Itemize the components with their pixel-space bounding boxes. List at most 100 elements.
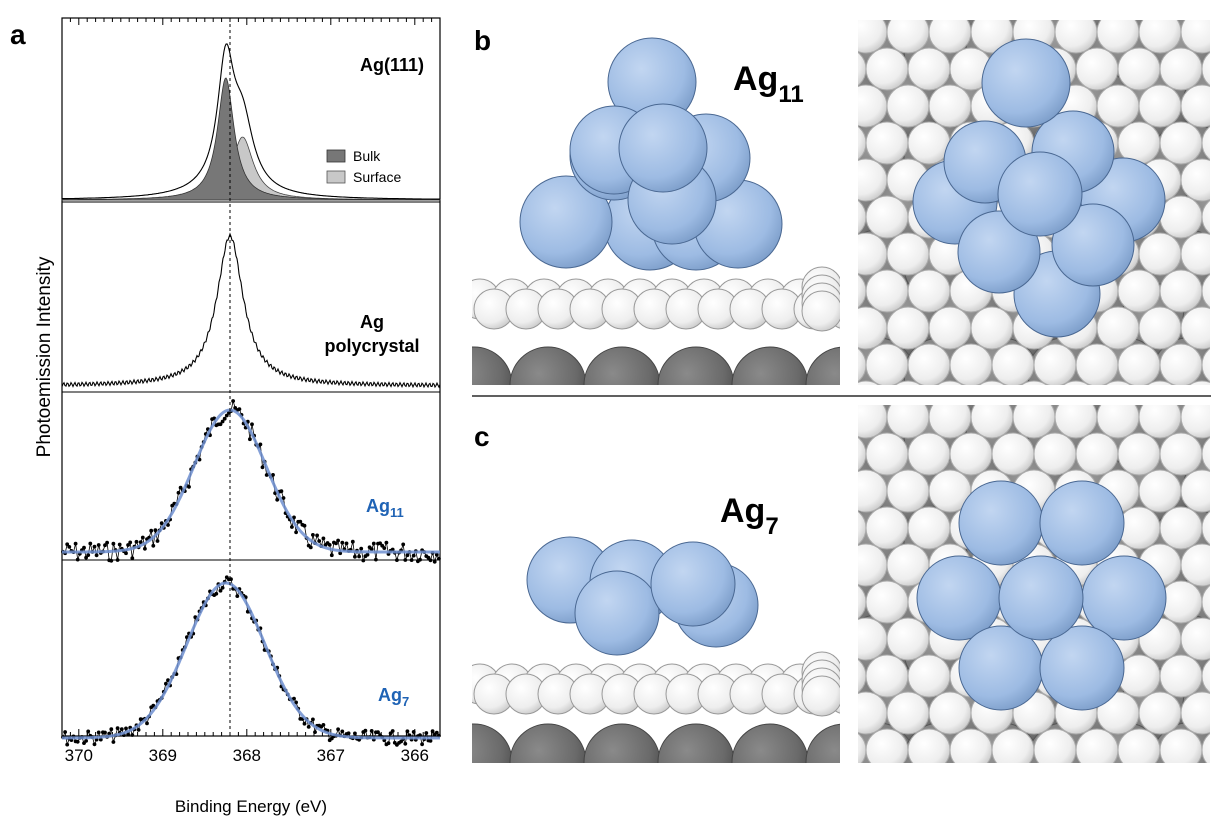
- data-point: [98, 737, 103, 742]
- data-point: [434, 552, 439, 557]
- surface-atom: [991, 343, 1035, 385]
- data-point: [409, 558, 414, 562]
- panel-letter-c: c: [474, 421, 490, 452]
- data-point: [317, 539, 322, 543]
- cluster-atom: [958, 480, 1044, 566]
- surface-atom: [865, 343, 909, 385]
- data-point: [386, 741, 391, 746]
- data-point: [107, 731, 112, 736]
- surface-atom: [1117, 343, 1161, 385]
- surface-atom: [1180, 691, 1210, 735]
- data-point: [166, 523, 170, 527]
- data-point: [340, 729, 345, 734]
- data-point: [94, 553, 99, 558]
- surface-atom: [894, 380, 922, 385]
- surface-atom: [858, 691, 888, 735]
- surface-atom: [858, 543, 888, 587]
- surface-atom: [858, 158, 888, 202]
- surface-atom: [803, 85, 845, 127]
- data-point: [359, 546, 364, 551]
- surface-atom: [858, 232, 888, 276]
- surface-atom: [1159, 728, 1203, 763]
- legend-bulk-label: Bulk: [353, 148, 381, 164]
- surface-atom: [1138, 232, 1182, 276]
- data-point: [222, 416, 227, 421]
- surface-atom: [803, 381, 845, 423]
- substrate-atom: [583, 723, 661, 763]
- surface-atom: [1180, 543, 1210, 587]
- surface-atom: [1159, 654, 1203, 698]
- data-point: [124, 551, 128, 556]
- cluster-atom: [1039, 480, 1125, 566]
- surface-atom: [1076, 0, 1118, 16]
- data-point: [126, 543, 130, 547]
- surface-atom: [1054, 405, 1098, 439]
- surface-atom: [1097, 766, 1139, 808]
- data-point: [220, 585, 225, 590]
- data-point: [403, 558, 408, 562]
- label-ag111: Ag(111): [360, 55, 424, 75]
- panel-letter-b: b: [474, 25, 491, 56]
- surface-atom: [858, 380, 880, 385]
- surface-atom: [1201, 510, 1210, 546]
- label-ag7-base: Ag: [378, 685, 402, 705]
- surface-atom: [1075, 432, 1119, 476]
- surface-atom: [907, 432, 951, 476]
- data-point: [346, 731, 351, 736]
- data-point: [143, 546, 147, 551]
- substrate-atom: [780, 14, 852, 86]
- data-point: [159, 521, 164, 526]
- substrate-atom: [873, 777, 945, 818]
- surface-atom: [1201, 273, 1210, 309]
- surface-atom: [1159, 432, 1203, 476]
- x-tick-labels: 370 369 368 367 366: [65, 746, 429, 765]
- substrate-atom: [731, 723, 809, 763]
- data-point: [130, 556, 135, 560]
- data-point: [82, 545, 86, 550]
- data-point: [432, 559, 437, 564]
- surface-atom: [907, 506, 951, 550]
- surface-atom: [858, 617, 888, 661]
- panel-letter-a: a: [10, 19, 26, 50]
- substrate-atom: [472, 346, 513, 385]
- polycrystal-spectrum: [61, 232, 441, 389]
- cluster-atom: [1051, 203, 1135, 287]
- surface-atom: [1201, 732, 1210, 763]
- surface-atom: [1201, 199, 1210, 235]
- data-point: [390, 729, 395, 733]
- surface-atom: [1012, 405, 1056, 439]
- data-point: [109, 727, 114, 732]
- label-ag11-base: Ag: [366, 496, 390, 516]
- data-point: [86, 553, 91, 557]
- surface-atom: [803, 11, 845, 53]
- data-point: [428, 739, 433, 743]
- surface-atom: [865, 432, 909, 476]
- surface-atom: [858, 84, 888, 128]
- data-point: [67, 545, 72, 549]
- surface-atom: [1138, 20, 1182, 54]
- surface-atom: [1201, 658, 1210, 694]
- surface-atom: [1138, 691, 1182, 735]
- top-ticks: [61, 18, 441, 25]
- surface-atom: [1201, 51, 1210, 87]
- data-point: [153, 528, 158, 533]
- ag7-model-label-base: Ag: [720, 492, 765, 530]
- cluster-atom: [981, 38, 1071, 128]
- data-point: [344, 541, 349, 546]
- surface-atom: [1033, 728, 1077, 763]
- surface-atom: [1104, 380, 1132, 385]
- surface-atom: [1117, 506, 1161, 550]
- surface-atom: [1180, 306, 1210, 350]
- surface-atom: [858, 51, 867, 87]
- data-point: [401, 542, 406, 547]
- surface-atom: [1075, 47, 1119, 91]
- data-point: [434, 730, 439, 735]
- surface-atom: [824, 0, 866, 16]
- substrate-atom: [780, 507, 852, 579]
- cluster-atom: [916, 555, 1002, 641]
- data-point: [176, 490, 181, 495]
- data-point: [329, 553, 334, 558]
- surface-atom: [1139, 766, 1181, 808]
- data-point: [430, 729, 435, 734]
- data-point: [128, 540, 133, 545]
